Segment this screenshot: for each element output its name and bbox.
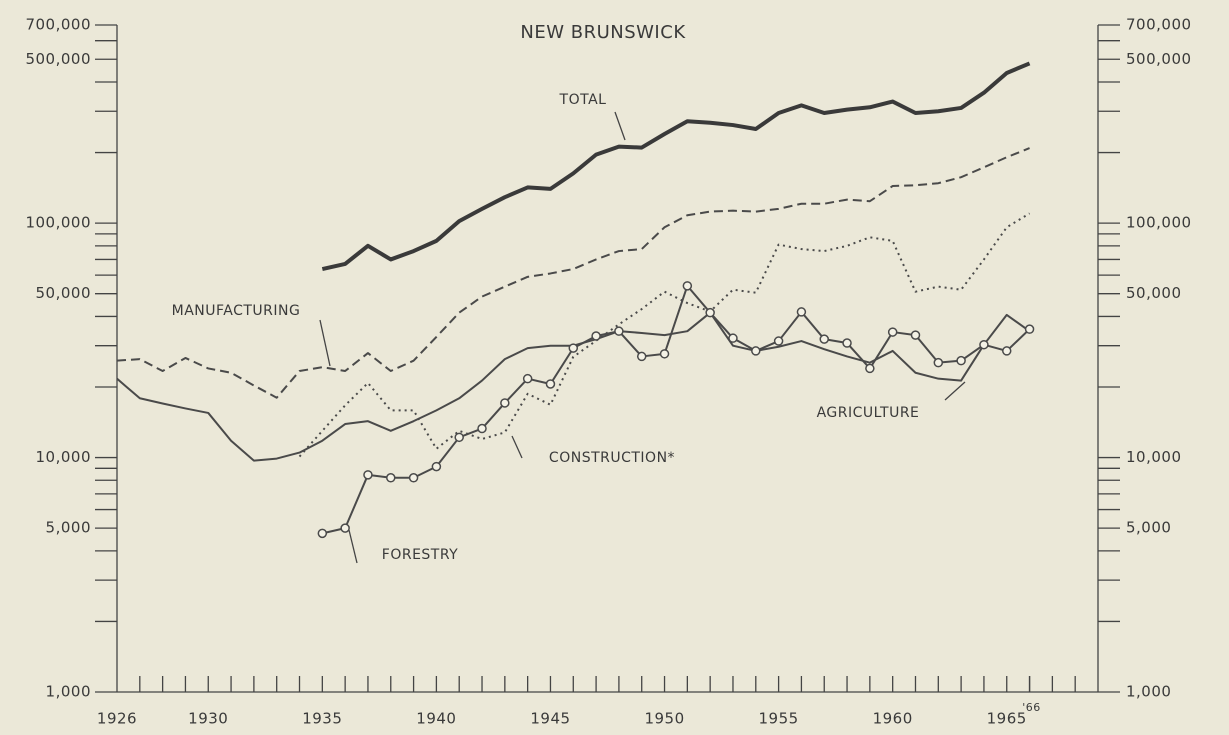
- series-point: [477, 423, 487, 434]
- series-point: [956, 355, 966, 366]
- series-point: [317, 528, 328, 539]
- series-point: [363, 470, 373, 480]
- series-point: [887, 327, 898, 337]
- series-label: TOTAL: [559, 92, 607, 108]
- y2-tick-label: 5,000: [1126, 519, 1171, 537]
- series-point: [910, 330, 921, 340]
- y-tick-label: 5,000: [46, 519, 91, 537]
- y2-tick-label: 500,000: [1126, 50, 1192, 68]
- series-point: [431, 461, 442, 472]
- x-tick-label: 1965: [987, 710, 1027, 728]
- series-point: [545, 379, 556, 389]
- series-label: AGRICULTURE: [817, 405, 920, 421]
- y2-tick-label: 700,000: [1126, 16, 1192, 34]
- chart-title: NEW BRUNSWICK: [520, 22, 686, 43]
- series-point: [796, 307, 807, 317]
- series-point: [500, 398, 510, 408]
- label-leader: [319, 319, 331, 367]
- series-point: [773, 336, 784, 346]
- series-point: [659, 349, 670, 359]
- series-point: [819, 334, 829, 344]
- series-point: [1024, 324, 1035, 334]
- x-tick-label: 1945: [530, 710, 570, 728]
- y-tick-label: 500,000: [25, 50, 91, 68]
- series-point: [386, 473, 396, 483]
- series-label: FORESTRY: [382, 547, 458, 563]
- y-tick-label: 50,000: [36, 284, 92, 302]
- x-note-tick-label: '66: [1022, 701, 1041, 714]
- label-leader: [511, 435, 523, 459]
- x-tick-label: 1930: [188, 710, 228, 728]
- label-leader: [944, 381, 966, 401]
- series-point: [408, 473, 419, 483]
- series-point: [1001, 346, 1012, 356]
- series-point: [933, 357, 944, 368]
- x-tick-label: 1955: [759, 710, 799, 728]
- label-leader: [348, 529, 358, 564]
- x-tick-label: 1935: [302, 710, 342, 728]
- series-point: [522, 373, 533, 384]
- series-label: MANUFACTURING: [172, 303, 301, 319]
- series-point: [979, 339, 989, 350]
- series-point: [636, 351, 647, 362]
- y-tick-label: 10,000: [36, 448, 92, 466]
- series-point: [751, 346, 761, 356]
- y2-tick-label: 50,000: [1126, 284, 1182, 302]
- series-point: [568, 343, 579, 353]
- y-tick-label: 1,000: [46, 683, 91, 701]
- series-point: [682, 281, 693, 291]
- y2-tick-label: 1,000: [1126, 683, 1171, 701]
- y-tick-label: 100,000: [25, 214, 91, 232]
- series-point: [728, 333, 738, 343]
- series-point: [340, 523, 350, 533]
- x-tick-label: 1926: [97, 710, 137, 728]
- series-point: [454, 432, 464, 443]
- y-tick-label: 700,000: [25, 16, 91, 34]
- x-tick-label: 1940: [416, 710, 456, 728]
- y2-tick-label: 100,000: [1126, 214, 1192, 232]
- y2-tick-label: 10,000: [1126, 448, 1182, 466]
- series-point: [614, 326, 624, 336]
- series-label: CONSTRUCTION*: [549, 450, 675, 466]
- series-point: [842, 338, 852, 348]
- series-point: [705, 307, 715, 318]
- x-tick-label: 1950: [644, 710, 684, 728]
- label-leader: [614, 111, 626, 141]
- series-point: [865, 363, 875, 374]
- x-tick-label: 1960: [873, 710, 913, 728]
- series-line: [321, 61, 1031, 271]
- series-point: [591, 331, 601, 341]
